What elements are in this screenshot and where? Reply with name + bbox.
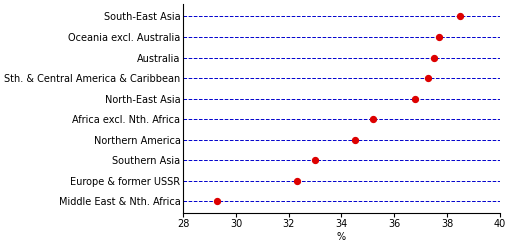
Point xyxy=(455,15,463,18)
Point xyxy=(310,158,319,162)
Point xyxy=(213,199,221,203)
Point xyxy=(350,138,358,142)
Point xyxy=(423,76,432,80)
Point xyxy=(369,117,377,121)
Point xyxy=(292,179,300,183)
X-axis label: %: % xyxy=(336,232,345,242)
Point xyxy=(434,35,442,39)
Point xyxy=(410,97,418,101)
Point xyxy=(429,56,437,60)
